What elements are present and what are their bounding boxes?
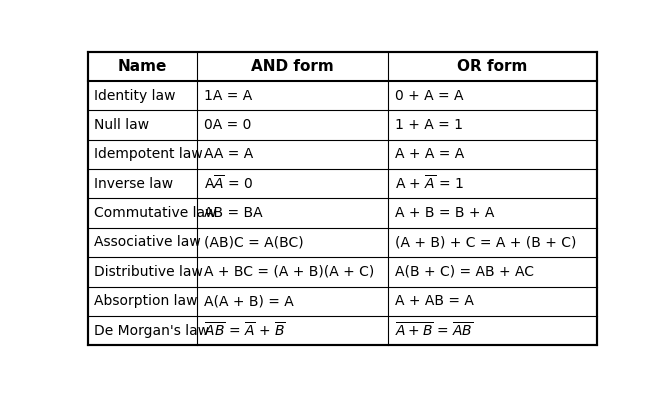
Text: $\overline{AB}$ = $\overline{A}$ + $\overline{B}$: $\overline{AB}$ = $\overline{A}$ + $\ove…: [204, 321, 285, 340]
Text: A(A + B) = A: A(A + B) = A: [204, 294, 294, 308]
Text: A + AB = A: A + AB = A: [395, 294, 474, 308]
Text: De Morgan's law: De Morgan's law: [94, 323, 210, 338]
Text: 0A = 0: 0A = 0: [204, 118, 251, 132]
Text: Inverse law: Inverse law: [94, 177, 174, 191]
Text: (A + B) + C = A + (B + C): (A + B) + C = A + (B + C): [395, 235, 576, 250]
Text: Idempotent law: Idempotent law: [94, 147, 203, 162]
Text: $\overline{A + B}$ = $\overline{A}$$\overline{B}$: $\overline{A + B}$ = $\overline{A}$$\ove…: [395, 321, 473, 340]
Text: Associative law: Associative law: [94, 235, 201, 250]
Text: Commutative law: Commutative law: [94, 206, 217, 220]
Text: Distributive law: Distributive law: [94, 265, 203, 279]
Text: OR form: OR form: [458, 59, 528, 74]
Text: A + B = B + A: A + B = B + A: [395, 206, 494, 220]
Text: Null law: Null law: [94, 118, 150, 132]
Text: A + BC = (A + B)(A + C): A + BC = (A + B)(A + C): [204, 265, 374, 279]
Text: A + $\overline{A}$ = 1: A + $\overline{A}$ = 1: [395, 174, 464, 193]
Text: 1 + A = 1: 1 + A = 1: [395, 118, 463, 132]
Text: (AB)C = A(BC): (AB)C = A(BC): [204, 235, 303, 250]
Text: Absorption law: Absorption law: [94, 294, 198, 308]
Text: A(B + C) = AB + AC: A(B + C) = AB + AC: [395, 265, 534, 279]
Text: AB = BA: AB = BA: [204, 206, 263, 220]
Text: A$\overline{A}$ = 0: A$\overline{A}$ = 0: [204, 174, 253, 193]
Text: 0 + A = A: 0 + A = A: [395, 89, 464, 103]
Text: 1A = A: 1A = A: [204, 89, 252, 103]
Text: A + A = A: A + A = A: [395, 147, 464, 162]
Text: AA = A: AA = A: [204, 147, 253, 162]
Text: Identity law: Identity law: [94, 89, 176, 103]
Text: Name: Name: [118, 59, 167, 74]
Text: AND form: AND form: [251, 59, 334, 74]
